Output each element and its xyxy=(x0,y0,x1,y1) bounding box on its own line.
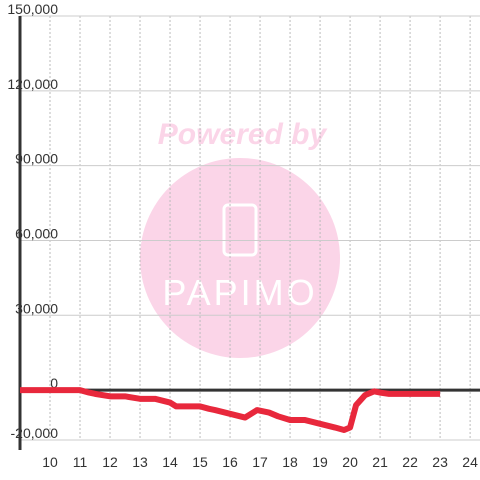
y-tick-label: 30,000 xyxy=(15,300,58,316)
x-tick-label: 17 xyxy=(252,454,268,470)
x-tick-label: 24 xyxy=(462,454,478,470)
y-tick-label: 60,000 xyxy=(15,225,58,241)
x-tick-label: 16 xyxy=(222,454,238,470)
y-tick-label: 90,000 xyxy=(15,151,58,167)
x-tick-label: 18 xyxy=(282,454,298,470)
x-tick-label: 15 xyxy=(192,454,208,470)
x-tick-label: 23 xyxy=(432,454,448,470)
x-tick-label: 14 xyxy=(162,454,178,470)
watermark-icon xyxy=(222,203,258,257)
watermark-logo: PAPIMO xyxy=(162,272,317,313)
y-tick-label: 0 xyxy=(50,375,58,391)
x-tick-label: 12 xyxy=(102,454,118,470)
x-tick-label: 20 xyxy=(342,454,358,470)
x-tick-label: 19 xyxy=(312,454,328,470)
data-line xyxy=(20,387,441,434)
y-tick-label: 150,000 xyxy=(7,1,58,17)
x-tick-label: 21 xyxy=(372,454,388,470)
x-tick-label: 10 xyxy=(42,454,58,470)
x-tick-label: 13 xyxy=(132,454,148,470)
x-tick-label: 11 xyxy=(73,454,88,470)
watermark-text: Powered by xyxy=(158,118,328,151)
y-tick-label: -20,000 xyxy=(11,425,59,441)
x-tick-label: 22 xyxy=(402,454,418,470)
y-tick-label: 120,000 xyxy=(7,76,58,92)
